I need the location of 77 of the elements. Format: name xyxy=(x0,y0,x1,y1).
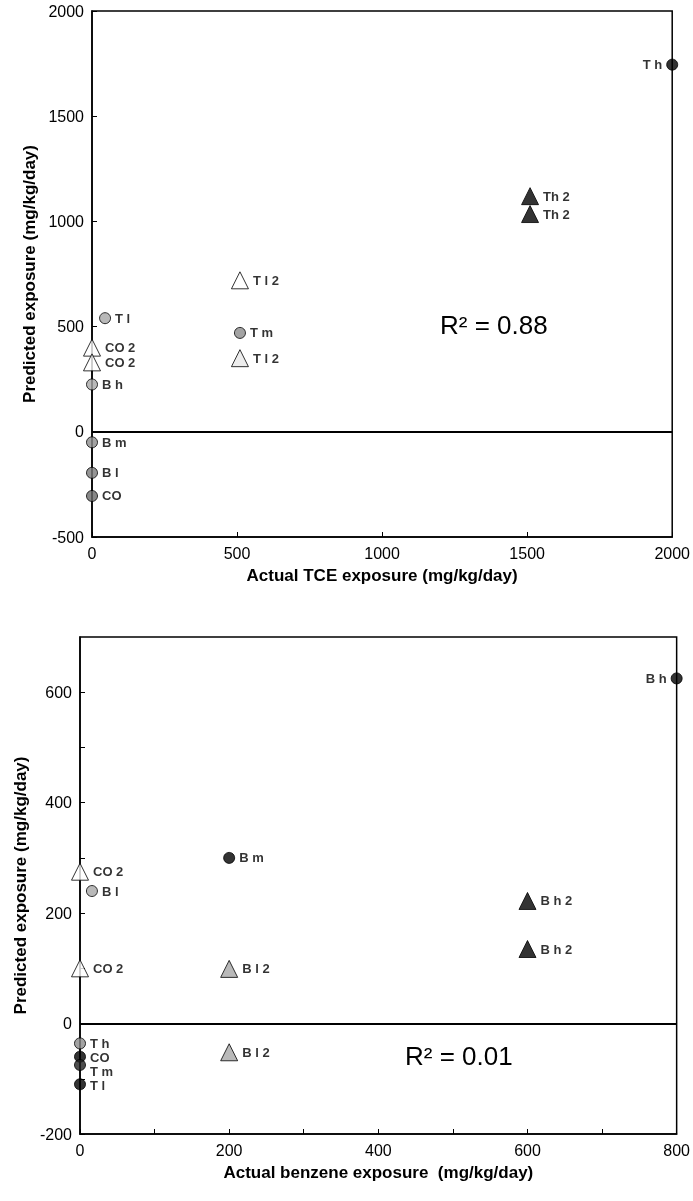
y-tick-label: -500 xyxy=(51,528,85,546)
y-tick-label: -200 xyxy=(39,1125,73,1143)
series-label: T l 2 xyxy=(252,350,279,366)
point xyxy=(83,353,101,372)
series-label: Th 2 xyxy=(543,188,570,204)
series-label: B l 2 xyxy=(242,961,270,977)
x-tick-label: 200 xyxy=(215,1141,243,1159)
x-tick-label: 500 xyxy=(223,544,251,562)
y-axis-title: Predicted exposure (mg/kg/day) xyxy=(11,756,31,1015)
x-tick-label: 0 xyxy=(87,544,97,562)
series-label: CO xyxy=(102,488,122,504)
point xyxy=(86,378,98,391)
point xyxy=(74,1037,86,1050)
point xyxy=(230,271,249,290)
x-tick-label: 400 xyxy=(364,1141,392,1159)
y-axis-title: Predicted exposure (mg/kg/day) xyxy=(19,145,39,403)
point xyxy=(518,940,537,959)
point xyxy=(670,672,683,685)
x-tick-label: 1500 xyxy=(509,544,546,562)
point xyxy=(74,1078,86,1091)
point xyxy=(233,326,246,339)
series-label: T l xyxy=(90,1077,106,1093)
series-label: Th 2 xyxy=(543,206,570,222)
series-label: CO 2 xyxy=(105,354,136,370)
x-tick-label: 2000 xyxy=(654,544,691,562)
y-tick-label: 600 xyxy=(45,683,73,701)
point xyxy=(86,489,98,502)
y-tick-label: 2000 xyxy=(48,2,85,20)
point xyxy=(86,436,98,449)
series-label: B h xyxy=(102,376,123,392)
y-tick-label: 200 xyxy=(45,904,73,922)
point xyxy=(99,312,112,325)
x-tick-label: 1000 xyxy=(364,544,400,562)
point xyxy=(518,891,537,910)
point xyxy=(83,338,101,357)
annotation: R² = 0.88 xyxy=(440,310,548,340)
point xyxy=(223,851,236,864)
y-tick-label: 0 xyxy=(75,423,85,441)
y-tick-label: 1500 xyxy=(48,107,85,125)
point xyxy=(74,1058,86,1071)
y-tick-label: 0 xyxy=(63,1015,73,1033)
point xyxy=(220,959,239,978)
series-label: B h xyxy=(645,670,667,686)
series-label: T m xyxy=(249,325,274,341)
x-tick-label: 600 xyxy=(514,1141,541,1159)
point xyxy=(220,1043,239,1062)
series-label: T l 2 xyxy=(252,272,279,288)
x-tick-label: 800 xyxy=(663,1141,691,1159)
series-label: CO 2 xyxy=(93,864,124,880)
x-axis-title: Actual TCE exposure (mg/kg/day) xyxy=(246,566,518,585)
point xyxy=(71,862,89,881)
series-label: B m xyxy=(239,850,264,866)
point xyxy=(86,466,98,479)
series-label: CO 2 xyxy=(105,340,136,356)
point xyxy=(230,349,249,368)
point xyxy=(71,959,89,978)
x-axis-title: Actual benzene exposure (mg/kg/day) xyxy=(223,1163,534,1182)
point xyxy=(521,187,540,206)
point xyxy=(85,885,98,898)
series-label: T h xyxy=(642,57,663,73)
series-label: T h xyxy=(90,1035,110,1051)
annotation: R² = 0.01 xyxy=(405,1041,513,1071)
series-label: B h 2 xyxy=(540,893,573,909)
y-tick-label: 1000 xyxy=(48,212,85,230)
point xyxy=(666,58,679,71)
y-tick-label: 400 xyxy=(45,794,73,812)
series-label: CO xyxy=(90,1049,110,1065)
series-label: B l xyxy=(102,465,119,481)
y-tick-label: 500 xyxy=(57,318,85,336)
series-label: T m xyxy=(90,1063,114,1079)
series-label: B m xyxy=(102,434,127,450)
series-label: B l xyxy=(101,883,119,899)
series-label: B l 2 xyxy=(242,1044,270,1060)
series-label: B h 2 xyxy=(540,941,573,957)
point xyxy=(521,205,540,224)
series-label: CO 2 xyxy=(93,960,124,976)
series-label: T l xyxy=(115,310,131,326)
